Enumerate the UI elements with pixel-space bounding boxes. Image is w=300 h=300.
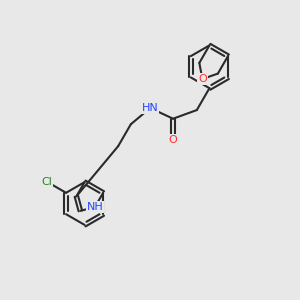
Text: NH: NH bbox=[87, 202, 103, 212]
Text: Cl: Cl bbox=[41, 177, 52, 187]
Text: O: O bbox=[169, 134, 177, 145]
Text: O: O bbox=[198, 74, 207, 84]
Text: HN: HN bbox=[142, 103, 159, 113]
